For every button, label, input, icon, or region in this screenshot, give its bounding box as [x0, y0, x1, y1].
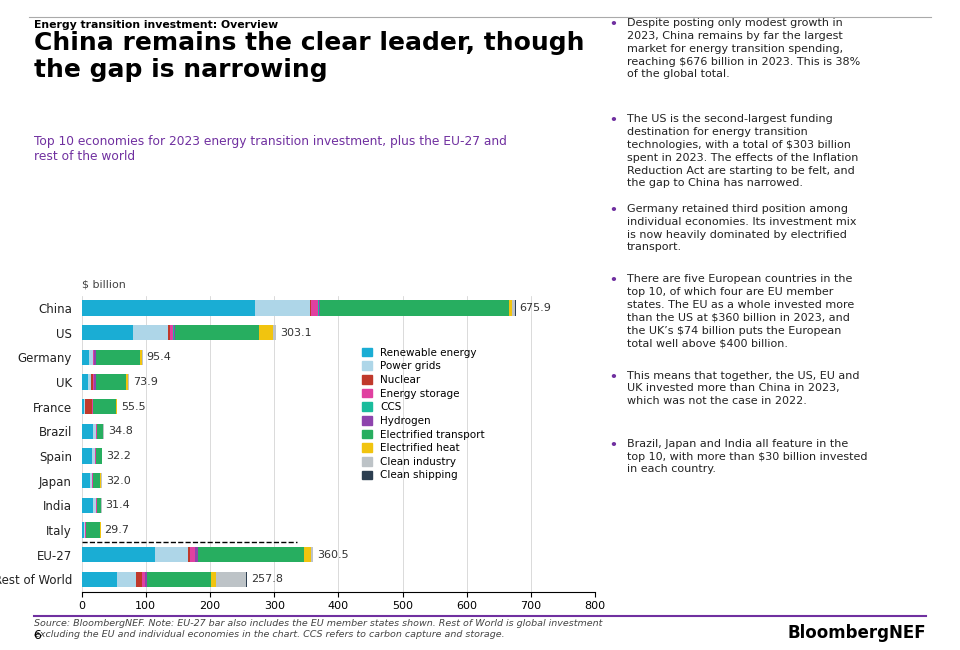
- Text: •: •: [610, 18, 617, 31]
- Text: •: •: [610, 370, 617, 383]
- Bar: [116, 399, 117, 414]
- Bar: [139, 350, 142, 365]
- Bar: [142, 571, 145, 587]
- Bar: [82, 350, 89, 365]
- Text: Germany retained third position among
individual economies. Its investment mix
i: Germany retained third position among in…: [627, 204, 856, 252]
- Bar: [259, 325, 273, 341]
- Bar: [82, 522, 84, 538]
- Text: 6: 6: [34, 629, 41, 642]
- Bar: [509, 300, 512, 316]
- Bar: [90, 374, 93, 389]
- Bar: [512, 300, 515, 316]
- Bar: [92, 448, 95, 463]
- Bar: [82, 300, 255, 316]
- Text: 34.8: 34.8: [108, 426, 132, 436]
- Text: 29.7: 29.7: [105, 525, 130, 535]
- Bar: [136, 571, 142, 587]
- Text: •: •: [610, 204, 617, 217]
- Bar: [85, 522, 100, 538]
- Bar: [147, 571, 211, 587]
- Bar: [88, 374, 90, 389]
- Bar: [85, 399, 92, 414]
- Bar: [93, 350, 94, 365]
- Bar: [82, 571, 117, 587]
- Bar: [82, 473, 89, 488]
- Bar: [89, 473, 92, 488]
- Text: China remains the clear leader, though
the gap is narrowing: China remains the clear leader, though t…: [34, 31, 584, 82]
- Text: 31.4: 31.4: [106, 500, 131, 510]
- Bar: [93, 424, 96, 439]
- Bar: [198, 547, 303, 562]
- Bar: [82, 325, 133, 341]
- Bar: [94, 374, 96, 389]
- Bar: [170, 325, 174, 341]
- Bar: [127, 374, 128, 389]
- Text: 95.4: 95.4: [147, 352, 172, 362]
- Bar: [96, 374, 127, 389]
- Bar: [174, 325, 176, 341]
- Text: Top 10 economies for 2023 energy transition investment, plus the EU-27 and
rest : Top 10 economies for 2023 energy transit…: [34, 135, 507, 163]
- Bar: [97, 424, 103, 439]
- Text: There are five European countries in the
top 10, of which four are EU member
sta: There are five European countries in the…: [627, 274, 854, 348]
- Bar: [176, 325, 259, 341]
- Bar: [216, 571, 246, 587]
- Bar: [168, 325, 170, 341]
- Text: •: •: [610, 274, 617, 287]
- Bar: [97, 498, 101, 513]
- Text: $ billion: $ billion: [82, 280, 126, 290]
- Bar: [100, 473, 102, 488]
- Bar: [82, 374, 88, 389]
- Legend: Renewable energy, Power grids, Nuclear, Energy storage, CCS, Hydrogen, Electrifi: Renewable energy, Power grids, Nuclear, …: [362, 348, 485, 480]
- Bar: [93, 399, 116, 414]
- Text: This means that together, the US, EU and
UK invested more than China in 2023,
wh: This means that together, the US, EU and…: [627, 370, 859, 406]
- Bar: [156, 547, 187, 562]
- Bar: [84, 399, 85, 414]
- Bar: [311, 547, 313, 562]
- Bar: [82, 547, 156, 562]
- Text: 360.5: 360.5: [317, 549, 348, 560]
- Bar: [309, 300, 311, 316]
- Bar: [89, 350, 92, 365]
- Text: 303.1: 303.1: [280, 328, 312, 338]
- Bar: [94, 350, 96, 365]
- Text: •: •: [610, 114, 617, 127]
- Bar: [133, 325, 168, 341]
- Bar: [246, 571, 247, 587]
- Text: 675.9: 675.9: [519, 303, 551, 313]
- Bar: [273, 325, 276, 341]
- Text: The US is the second-largest funding
destination for energy transition
technolog: The US is the second-largest funding des…: [627, 114, 858, 188]
- Bar: [82, 424, 93, 439]
- Bar: [82, 498, 93, 513]
- Bar: [255, 300, 309, 316]
- Bar: [303, 547, 311, 562]
- Bar: [311, 300, 319, 316]
- Bar: [211, 571, 216, 587]
- Bar: [128, 374, 129, 389]
- Bar: [93, 498, 96, 513]
- Bar: [117, 571, 136, 587]
- Bar: [145, 571, 147, 587]
- Text: Despite posting only modest growth in
2023, China remains by far the largest
mar: Despite posting only modest growth in 20…: [627, 18, 860, 79]
- Bar: [195, 547, 198, 562]
- Bar: [320, 300, 509, 316]
- Text: •: •: [610, 439, 617, 452]
- Bar: [96, 448, 102, 463]
- Bar: [96, 350, 139, 365]
- Bar: [82, 399, 84, 414]
- Text: 32.0: 32.0: [106, 476, 131, 486]
- Text: 55.5: 55.5: [121, 402, 146, 411]
- Bar: [187, 547, 190, 562]
- Text: BloombergNEF: BloombergNEF: [788, 624, 926, 642]
- Text: Brazil, Japan and India all feature in the
top 10, with more than $30 billion in: Brazil, Japan and India all feature in t…: [627, 439, 868, 474]
- Text: Energy transition investment: Overview: Energy transition investment: Overview: [34, 20, 277, 29]
- Bar: [93, 473, 100, 488]
- Text: 32.2: 32.2: [107, 451, 131, 461]
- Text: 73.9: 73.9: [132, 377, 157, 387]
- Text: Source: BloombergNEF. Note: EU-27 bar also includes the EU member states shown. : Source: BloombergNEF. Note: EU-27 bar al…: [34, 619, 602, 638]
- Bar: [93, 374, 94, 389]
- Bar: [82, 448, 92, 463]
- Text: 257.8: 257.8: [251, 574, 283, 584]
- Bar: [190, 547, 195, 562]
